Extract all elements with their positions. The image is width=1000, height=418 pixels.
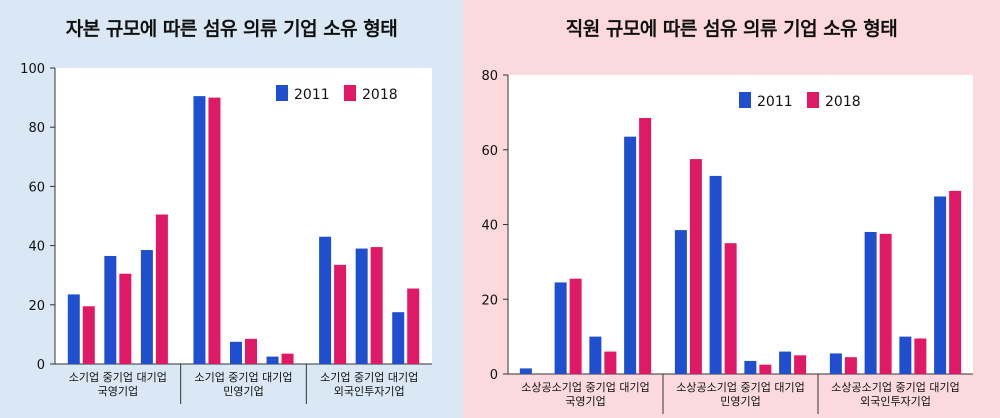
group-label: 외국인투자기업 (860, 395, 931, 408)
bar-2011 (709, 175, 722, 374)
bar-2011 (193, 96, 206, 365)
chart-title-capital: 자본 규모에 따른 섬유 의류 기업 소유 형태 (65, 18, 398, 40)
bar-2018 (334, 264, 347, 364)
group-label: 민영기업 (223, 385, 263, 398)
y-tick-label: 100 (20, 62, 45, 77)
bar-2018 (879, 233, 892, 374)
bar-2011 (140, 250, 153, 364)
legend-swatch-2018 (344, 85, 356, 101)
y-tick-label: 0 (37, 358, 45, 373)
bar-2018 (724, 243, 737, 374)
y-tick-label: 80 (28, 121, 45, 136)
legend-label-2011: 2011 (294, 87, 330, 103)
legend-swatch-2018 (807, 92, 819, 108)
bar-2018 (82, 306, 95, 364)
bar-2011 (744, 360, 757, 374)
bar-2018 (245, 338, 257, 364)
y-tick-label: 40 (28, 240, 45, 255)
group-label: 국영기업 (565, 395, 605, 408)
bar-2011 (230, 341, 242, 364)
bar-2011 (554, 282, 567, 374)
bar-2011 (519, 368, 532, 374)
subcategory-labels: 소상공소기업 중기업 대기업 (676, 381, 804, 394)
bar-2018 (370, 247, 383, 364)
legend-label-2011: 2011 (757, 94, 793, 110)
subcategory-labels: 소기업 중기업 대기업 (194, 371, 292, 384)
bar-2011 (392, 312, 405, 364)
bar-2018 (949, 190, 962, 374)
subcategory-labels: 소기업 중기업 대기업 (69, 371, 167, 384)
bar-2018 (914, 338, 927, 374)
plot-area (508, 75, 973, 374)
group-label: 국영기업 (98, 385, 138, 398)
bar-2018 (604, 351, 617, 374)
bar-2018 (407, 288, 420, 364)
bar-2011 (624, 136, 637, 374)
bar-2018 (281, 353, 294, 364)
legend-swatch-2011 (739, 92, 751, 108)
bar-2011 (674, 230, 687, 374)
bar-2011 (829, 353, 842, 374)
bar-2011 (355, 248, 368, 364)
right-panel-employees: 직원 규모에 따른 섬유 의류 기업 소유 형태 0 20 40 60 80 소상공소기업… (463, 0, 1000, 418)
y-tick-label: 80 (481, 69, 498, 84)
y-tick-label: 20 (28, 299, 45, 314)
bar-2018 (155, 214, 168, 364)
bar-2018 (759, 364, 772, 374)
y-tick-label: 60 (28, 180, 45, 195)
bar-2011 (589, 336, 602, 374)
subcategory-labels: 소상공소기업 중기업 대기업 (831, 381, 959, 394)
bar-2018 (689, 159, 702, 374)
y-tick-label: 60 (481, 144, 498, 159)
bar-2018 (569, 278, 582, 374)
bar-2011 (319, 236, 332, 364)
bar-2011 (934, 196, 947, 374)
bar-2018 (208, 97, 221, 364)
bar-2018 (639, 117, 652, 374)
bar-2011 (67, 294, 80, 364)
subcategory-labels: 소상공소기업 중기업 대기업 (521, 381, 649, 394)
left-panel-capital: 자본 규모에 따른 섬유 의류 기업 소유 형태 0 20 40 60 80 100 소기업… (0, 0, 463, 418)
y-tick-label: 40 (481, 219, 498, 234)
legend-label-2018: 2018 (825, 94, 861, 110)
y-tick-label: 0 (490, 368, 498, 383)
bar-2011 (104, 255, 117, 364)
y-tick-label: 20 (481, 293, 498, 308)
legend-swatch-2011 (276, 85, 288, 101)
subcategory-labels: 소기업 중기업 대기업 (320, 371, 418, 384)
bar-2011 (779, 351, 792, 374)
plot-area (55, 68, 432, 364)
group-label: 외국인투자기업 (334, 385, 405, 398)
bar-2011 (864, 231, 877, 374)
bar-2018 (119, 273, 132, 364)
bar-2011 (266, 356, 279, 364)
legend-label-2018: 2018 (362, 87, 398, 103)
bar-2018 (794, 355, 807, 374)
chart-title-employees: 직원 규모에 따른 섬유 의류 기업 소유 형태 (565, 18, 898, 40)
bar-2011 (899, 336, 912, 374)
bar-2018 (844, 357, 857, 374)
group-label: 민영기업 (720, 395, 760, 408)
